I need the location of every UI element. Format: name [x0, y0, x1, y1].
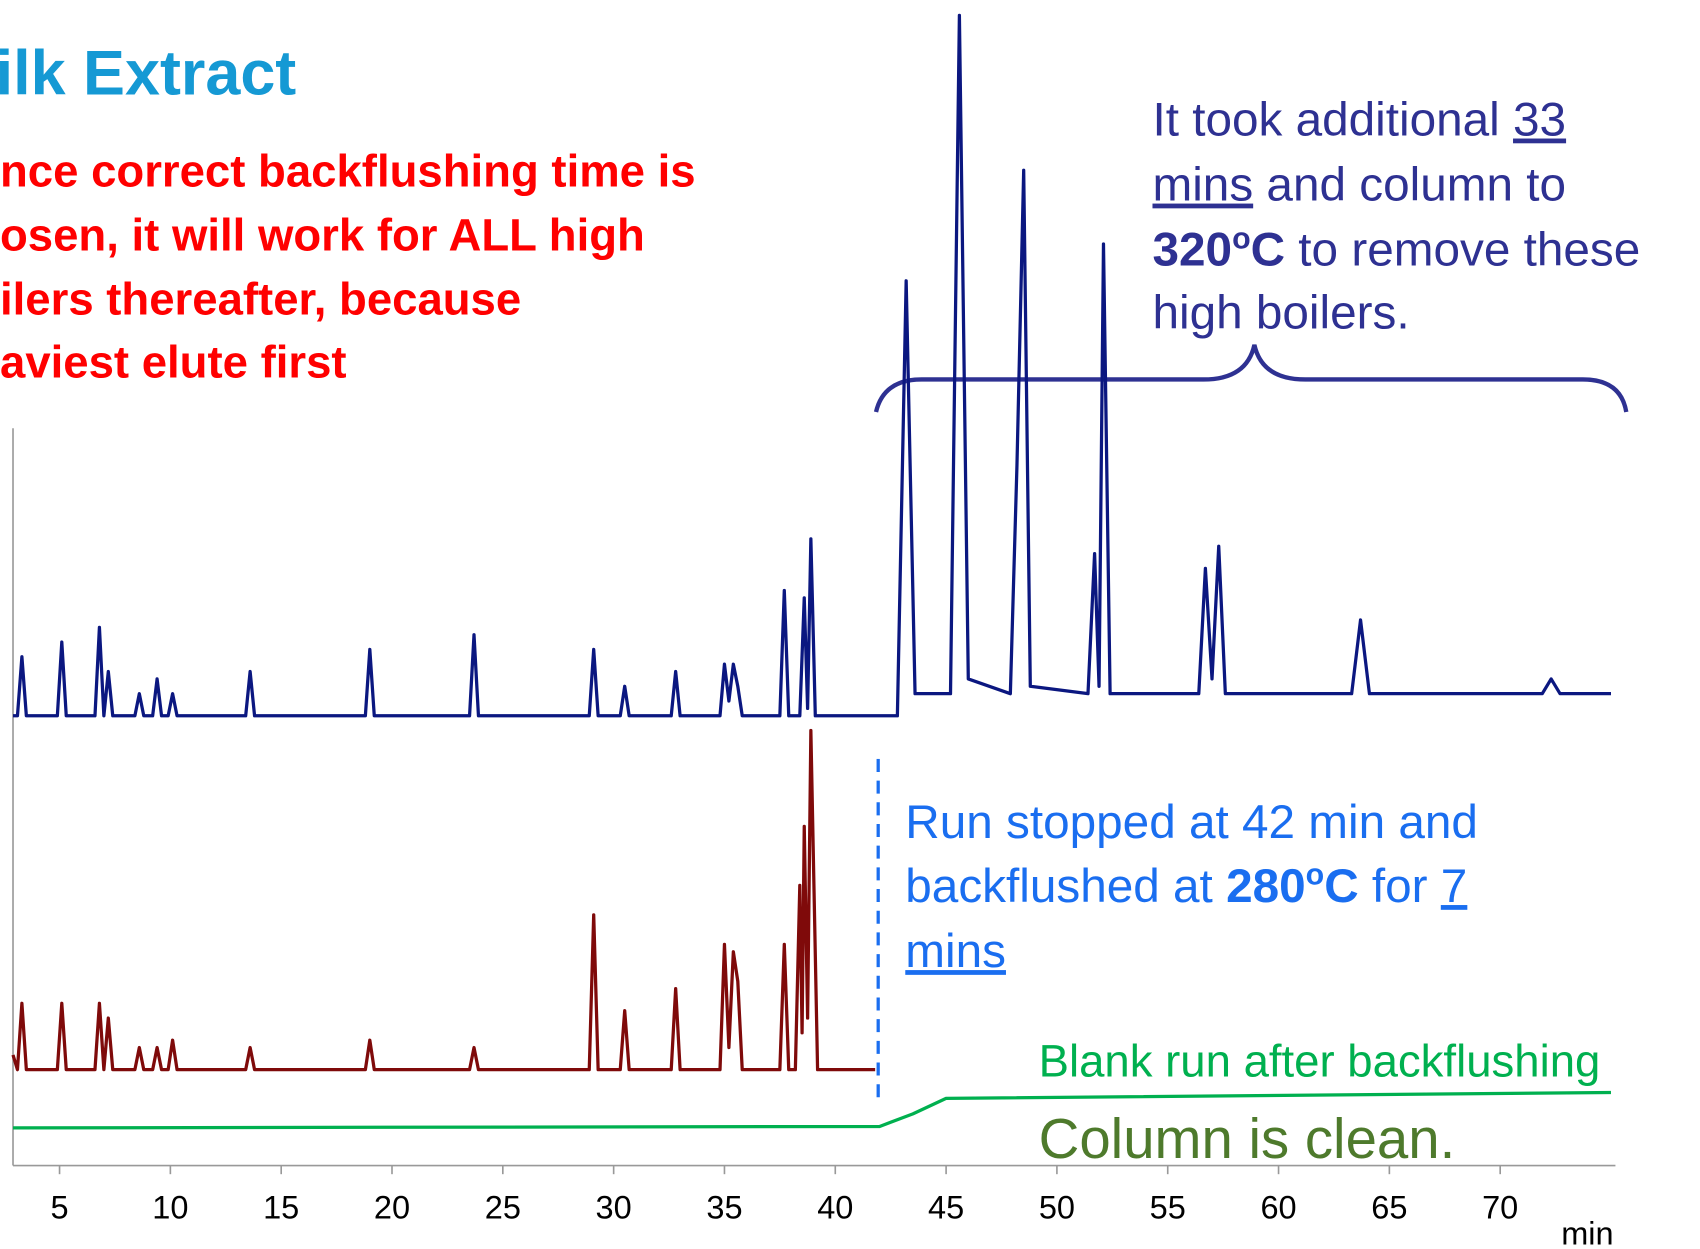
- trace: [13, 13, 1611, 718]
- note-line: mins: [905, 925, 1006, 978]
- x-tick-label: 10: [152, 1190, 188, 1226]
- x-tick-label: 65: [1371, 1190, 1407, 1226]
- x-tick-label: 15: [263, 1190, 299, 1226]
- blank-note: Blank run after backflushing: [1039, 1036, 1601, 1087]
- note-text: 33: [1513, 94, 1566, 147]
- note-text: 280: [1226, 860, 1306, 913]
- stop-note: Run stopped at 42 min and backflushed at…: [905, 796, 1478, 978]
- x-tick-label: 40: [817, 1190, 853, 1226]
- note-line: 320oC to remove these: [1152, 222, 1640, 276]
- note-text: It took additional: [1152, 94, 1513, 147]
- x-tick-label: 5: [51, 1190, 69, 1226]
- note-text: C: [1251, 224, 1285, 277]
- x-tick-label: 35: [706, 1190, 742, 1226]
- note-line: high boilers.: [1152, 287, 1409, 340]
- note-line: osen, it will work for ALL high: [0, 209, 645, 260]
- note-text: 320: [1152, 224, 1232, 277]
- note-text: and column to: [1253, 159, 1566, 212]
- note-line: nce correct backflushing time is: [0, 145, 696, 196]
- note-line: It took additional 33: [1152, 94, 1566, 147]
- note-text: o: [1232, 222, 1251, 255]
- plot-area: [11, 13, 1612, 1130]
- note-line: ilers thereafter, because: [0, 273, 521, 324]
- note-line: backflushed at 280oC for 7: [905, 859, 1467, 913]
- note-text: high boilers.: [1152, 287, 1409, 340]
- note-text: backflushed at: [905, 860, 1226, 913]
- note-text: o: [1306, 859, 1325, 892]
- x-tick-label: 70: [1482, 1190, 1518, 1226]
- x-tick-label: 30: [596, 1190, 632, 1226]
- blue-note: It took additional 33 mins and column to…: [1152, 94, 1640, 340]
- note-text: mins: [1152, 159, 1253, 212]
- x-tick-label: 50: [1039, 1190, 1075, 1226]
- note-text: to remove these: [1285, 224, 1640, 277]
- note-text: mins: [905, 925, 1006, 978]
- note-line: aviest elute first: [0, 336, 347, 387]
- bracket: [873, 344, 1629, 413]
- red-note: nce correct backflushing time is osen, i…: [0, 145, 696, 387]
- chart-title: ilk Extract: [0, 38, 296, 108]
- note-text: C: [1324, 860, 1358, 913]
- x-tick-label: 45: [928, 1190, 964, 1226]
- clean-note: Column is clean.: [1039, 1107, 1456, 1170]
- x-tick-label: 20: [374, 1190, 410, 1226]
- note-text: Run stopped at 42 min and: [905, 796, 1478, 849]
- note-text: 7: [1441, 860, 1468, 913]
- x-tick-label: 25: [485, 1190, 521, 1226]
- trace: [13, 1090, 1612, 1130]
- x-tick-label: 55: [1150, 1190, 1186, 1226]
- note-line: mins and column to: [1152, 159, 1566, 212]
- note-line: Run stopped at 42 min and: [905, 796, 1478, 849]
- trace: [11, 728, 876, 1072]
- x-tick-label: 60: [1260, 1190, 1296, 1226]
- x-axis-label: min: [1561, 1216, 1613, 1249]
- note-text: for: [1359, 860, 1441, 913]
